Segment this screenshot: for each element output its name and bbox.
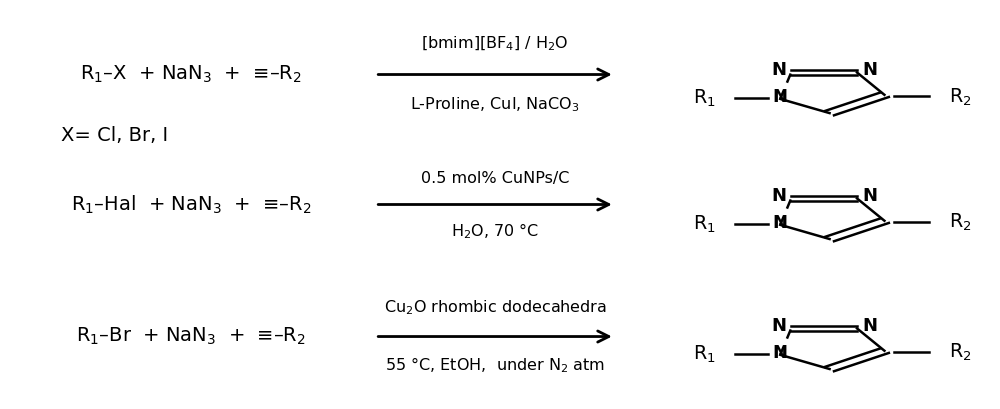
Text: 0.5 mol% CuNPs/C: 0.5 mol% CuNPs/C (421, 171, 569, 186)
Text: N: N (771, 61, 786, 79)
Text: R$_1$–X  + NaN$_3$  +  ≡–R$_2$: R$_1$–X + NaN$_3$ + ≡–R$_2$ (80, 64, 302, 85)
Text: R$_1$–Br  + NaN$_3$  +  ≡–R$_2$: R$_1$–Br + NaN$_3$ + ≡–R$_2$ (76, 326, 306, 347)
Text: R$_1$: R$_1$ (693, 213, 715, 235)
Text: R$_1$: R$_1$ (693, 88, 715, 109)
Text: R$_2$: R$_2$ (949, 212, 972, 234)
Text: N: N (862, 61, 877, 79)
Text: R$_2$: R$_2$ (949, 86, 972, 108)
Text: [bmim][BF$_4$] / H$_2$O: [bmim][BF$_4$] / H$_2$O (421, 35, 569, 53)
Text: X= Cl, Br, I: X= Cl, Br, I (61, 126, 168, 145)
Text: 55 °C, EtOH,  under N$_2$ atm: 55 °C, EtOH, under N$_2$ atm (385, 355, 605, 375)
Text: R$_1$: R$_1$ (693, 343, 715, 365)
Text: N: N (771, 317, 786, 335)
Text: N: N (773, 214, 788, 232)
Text: H$_2$O, 70 °C: H$_2$O, 70 °C (451, 221, 539, 241)
Text: L-Proline, CuI, NaCO$_3$: L-Proline, CuI, NaCO$_3$ (410, 96, 580, 115)
Text: Cu$_2$O rhombic dodecahedra: Cu$_2$O rhombic dodecahedra (384, 299, 606, 317)
Text: N: N (771, 187, 786, 205)
Text: R$_2$: R$_2$ (949, 342, 972, 364)
Text: N: N (862, 187, 877, 205)
Text: N: N (773, 88, 788, 106)
Text: N: N (862, 317, 877, 335)
Text: N: N (773, 344, 788, 362)
Text: R$_1$–Hal  + NaN$_3$  +  ≡–R$_2$: R$_1$–Hal + NaN$_3$ + ≡–R$_2$ (71, 193, 311, 216)
